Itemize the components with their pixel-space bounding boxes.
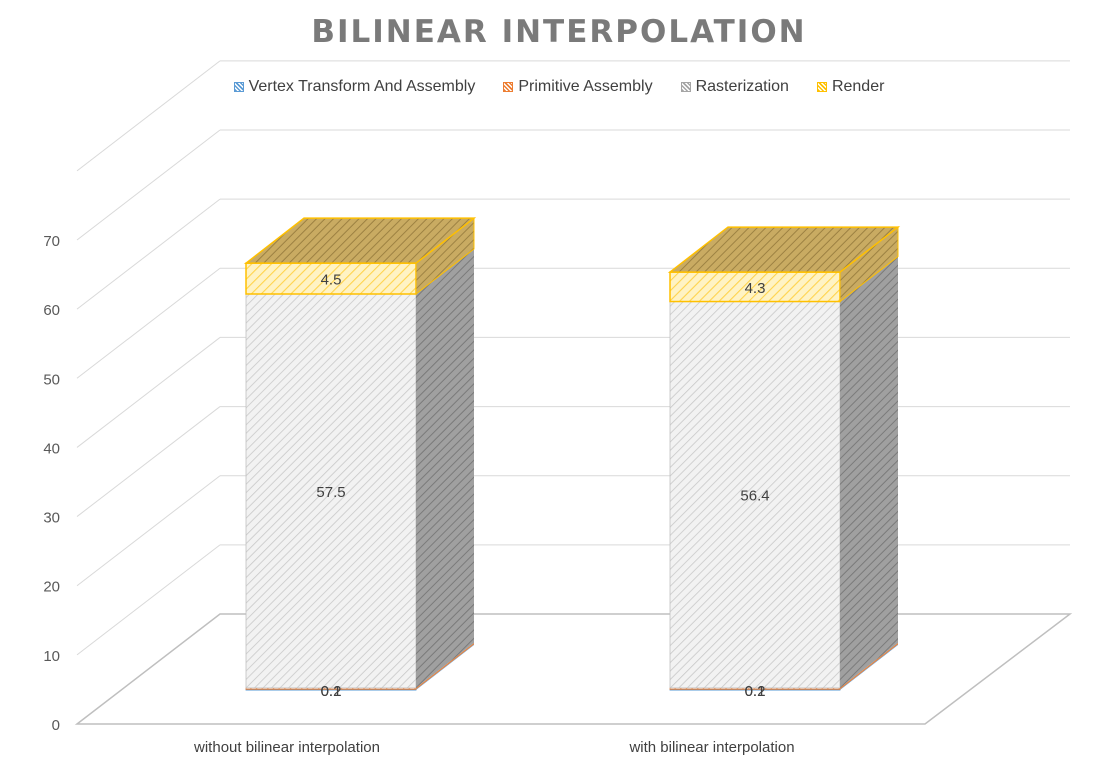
gridline-side xyxy=(76,60,221,172)
grid-layer xyxy=(74,60,1073,725)
data-label: 4.3 xyxy=(745,280,766,297)
gridline-side xyxy=(76,475,221,587)
y-tick-label: 10 xyxy=(43,648,60,665)
gridline-side xyxy=(76,337,221,448)
gridline-side xyxy=(76,198,221,310)
data-label: 0.2 xyxy=(745,683,766,700)
legend-item-vertex[interactable]: Vertex Transform And Assembly xyxy=(233,78,476,96)
data-label: 57.5 xyxy=(316,484,345,501)
legend-item-primitive[interactable]: Primitive Assembly xyxy=(503,78,653,96)
data-label: 0.2 xyxy=(321,683,342,700)
gridline-side xyxy=(76,267,221,379)
data-label: 56.4 xyxy=(740,488,769,505)
y-tick-label: 50 xyxy=(43,371,60,388)
y-tick-label: 70 xyxy=(43,233,60,250)
bar-segment-side xyxy=(416,644,474,690)
x-tick-label: with bilinear interpolation xyxy=(628,739,794,756)
data-label: 4.5 xyxy=(321,272,342,289)
bar-top-face xyxy=(243,217,477,264)
floor xyxy=(74,613,1073,725)
y-tick-label: 30 xyxy=(43,510,60,527)
bar-segment-side xyxy=(840,642,898,690)
legend-swatch-vertex xyxy=(233,82,244,92)
bar-segment-side xyxy=(416,249,474,688)
legend-swatch-rasterization xyxy=(680,82,691,92)
gridline-side xyxy=(76,129,221,241)
y-tick-label: 20 xyxy=(43,579,60,596)
chart-title: BILINEAR INTERPOLATION xyxy=(311,14,807,50)
bar-segment-side xyxy=(416,642,474,690)
gridline-side xyxy=(76,544,221,656)
x-tick-label: without bilinear interpolation xyxy=(193,739,380,756)
bar-segment-front xyxy=(669,301,841,689)
bar-segment-side xyxy=(840,256,898,688)
legend-label-rasterization: Rasterization xyxy=(695,78,789,95)
legend-swatch-render xyxy=(816,82,827,92)
legend-item-render[interactable]: Render xyxy=(816,78,885,96)
data-label: 0.1 xyxy=(321,683,342,700)
bar-segment-side xyxy=(840,644,898,690)
legend-label-vertex: Vertex Transform And Assembly xyxy=(248,78,476,95)
y-tick-label: 60 xyxy=(43,302,60,319)
y-tick-label: 0 xyxy=(52,717,60,734)
legend: Vertex Transform And Assembly Primitive … xyxy=(0,78,1118,96)
legend-label-render: Render xyxy=(831,78,885,95)
bar-top-face xyxy=(667,226,901,273)
bar-layer xyxy=(243,217,901,691)
y-tick-label: 40 xyxy=(43,440,60,457)
legend-item-rasterization[interactable]: Rasterization xyxy=(680,78,789,96)
legend-swatch-primitive xyxy=(503,82,514,92)
bar-segment-front xyxy=(245,293,417,689)
axis-layer: 0 10 20 30 40 50 60 70 xyxy=(43,233,60,734)
data-label: 0.1 xyxy=(745,683,766,700)
gridline-side xyxy=(76,406,221,517)
legend-label-primitive: Primitive Assembly xyxy=(518,78,653,95)
